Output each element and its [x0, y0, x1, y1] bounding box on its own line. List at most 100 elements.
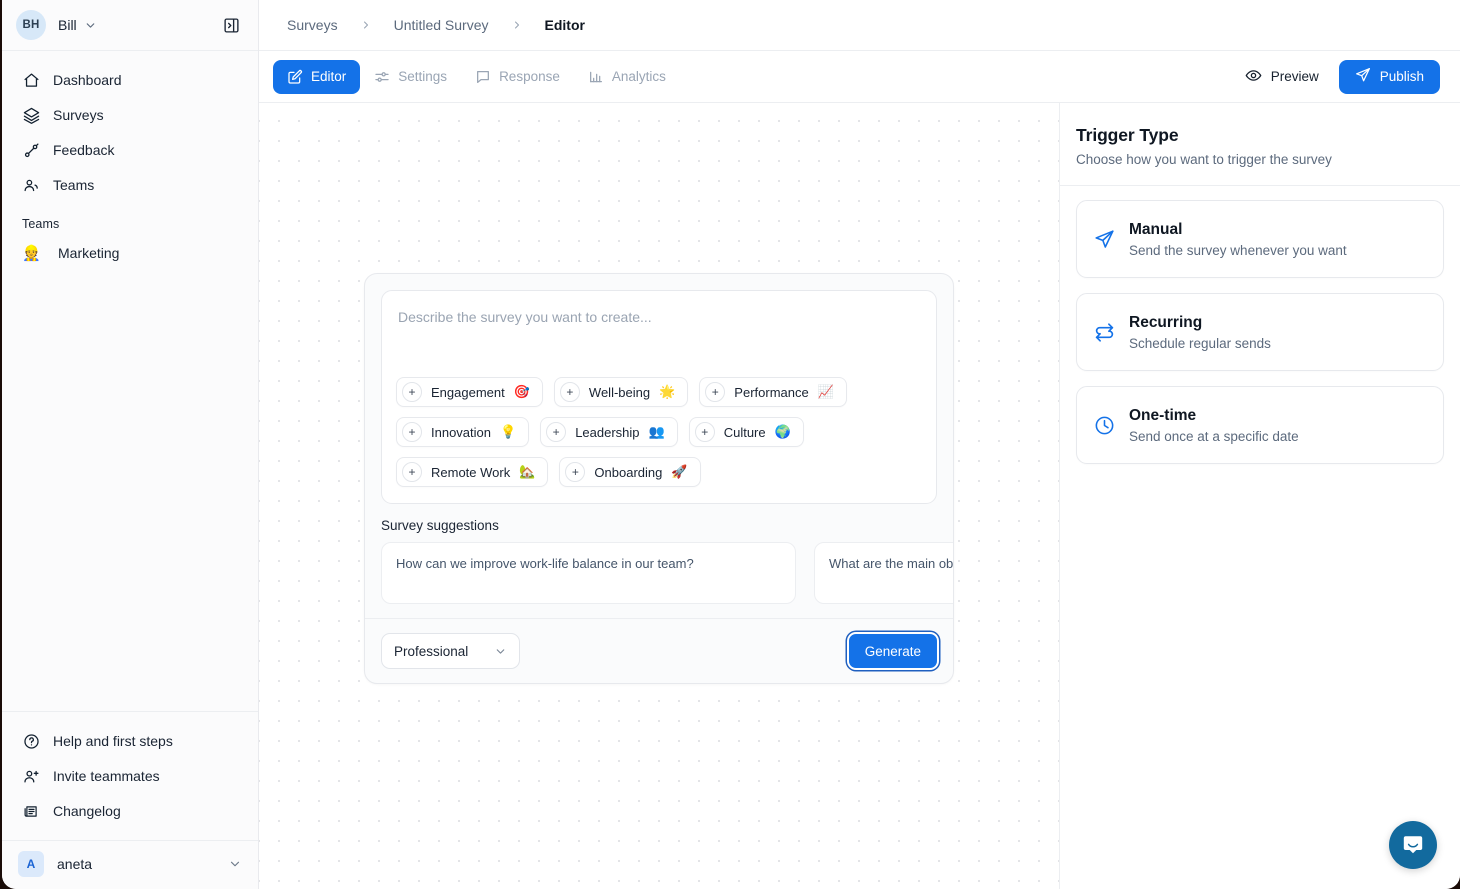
preview-button[interactable]: Preview — [1241, 61, 1323, 93]
sliders-icon — [374, 69, 390, 85]
sidebar-team-label: Marketing — [58, 245, 120, 261]
generate-button[interactable]: Generate — [848, 634, 937, 668]
eye-icon — [1245, 67, 1262, 87]
suggestion-card[interactable]: How can we improve work-life balance in … — [381, 542, 796, 604]
trigger-option-desc: Send the survey whenever you want — [1129, 242, 1347, 258]
sidebar-item-label: Feedback — [53, 142, 115, 158]
sidebar-item-dashboard[interactable]: Dashboard — [12, 63, 248, 97]
user-plus-icon — [22, 767, 40, 785]
chip-label: Remote Work — [431, 464, 511, 480]
sidebar-item-label: Invite teammates — [53, 768, 160, 784]
sidebar-nav: Dashboard Surveys Feedback Teams — [2, 51, 258, 711]
chevron-down-icon[interactable] — [228, 857, 242, 871]
preview-label: Preview — [1270, 69, 1319, 84]
trigger-option-one-time[interactable]: One-time Send once at a specific date — [1076, 386, 1444, 464]
sidebar-footer: Help and first steps Invite teammates Ch… — [2, 711, 258, 889]
trigger-option-desc: Send once at a specific date — [1129, 428, 1299, 444]
topic-chip-onboarding[interactable]: + Onboarding 🚀 — [559, 457, 701, 487]
chat-bubble-icon[interactable] — [1389, 821, 1437, 869]
sidebar-item-label: Teams — [53, 177, 95, 193]
breadcrumb-item-survey[interactable]: Untitled Survey — [393, 17, 489, 33]
trigger-option-name: Manual — [1129, 220, 1183, 238]
trigger-panel-header: Trigger Type Choose how you want to trig… — [1060, 103, 1460, 186]
suggestions-row[interactable]: How can we improve work-life balance in … — [381, 542, 953, 604]
send-icon — [1093, 229, 1115, 250]
tab-label: Response — [499, 69, 560, 84]
trigger-type-panel: Trigger Type Choose how you want to trig… — [1060, 103, 1460, 889]
plus-icon: + — [694, 422, 715, 442]
house-emoji-icon: 🏡 — [519, 464, 536, 479]
sidebar-item-feedback[interactable]: Feedback — [12, 133, 248, 167]
topic-chip-well-being[interactable]: + Well-being 🌟 — [553, 377, 689, 407]
topic-chip-remote-work[interactable]: + Remote Work 🏡 — [396, 457, 549, 487]
topic-chip-engagement[interactable]: + Engagement 🎯 — [396, 377, 543, 407]
star-emoji-icon: 🌟 — [659, 384, 676, 399]
breadcrumb: Surveys Untitled Survey Editor — [259, 0, 1460, 51]
chevron-right-icon — [511, 19, 523, 31]
tab-bar: Editor Settings Response Analytics — [259, 51, 1460, 103]
changelog-icon — [22, 802, 40, 820]
tone-select[interactable]: Professional — [381, 633, 521, 669]
chevron-right-icon — [360, 19, 372, 31]
tab-analytics[interactable]: Analytics — [574, 60, 680, 94]
sidebar-header: BH Bill — [2, 0, 258, 51]
trigger-option-name: One-time — [1129, 406, 1197, 424]
trigger-option-manual[interactable]: Manual Send the survey whenever you want — [1076, 200, 1444, 278]
suggestions-title: Survey suggestions — [381, 518, 499, 533]
sidebar-item-invite[interactable]: Invite teammates — [12, 759, 248, 793]
plus-icon: + — [402, 422, 422, 442]
tab-editor[interactable]: Editor — [273, 59, 361, 94]
trigger-panel-subtitle: Choose how you want to trigger the surve… — [1076, 152, 1332, 167]
people-emoji-icon: 👥 — [648, 424, 665, 439]
trigger-option-recurring[interactable]: Recurring Schedule regular sends — [1076, 293, 1444, 371]
org-avatar: BH — [16, 10, 46, 40]
plus-icon: + — [402, 382, 422, 402]
publish-button[interactable]: Publish — [1338, 59, 1440, 94]
topic-chip-innovation[interactable]: + Innovation 💡 — [396, 417, 530, 447]
chip-label: Onboarding — [594, 464, 663, 480]
plus-icon: + — [402, 462, 422, 482]
topic-chip-leadership[interactable]: + Leadership 👥 — [540, 417, 678, 447]
sidebar-item-surveys[interactable]: Surveys — [12, 98, 248, 132]
sidebar-item-label: Changelog — [53, 803, 121, 819]
breadcrumb-item-surveys[interactable]: Surveys — [287, 17, 338, 33]
chip-label: Performance — [734, 384, 809, 400]
body-area: Describe the survey you want to create..… — [259, 103, 1460, 889]
users-icon — [22, 176, 40, 194]
trigger-option-desc: Schedule regular sends — [1129, 335, 1271, 351]
construction-worker-emoji-icon: 👷 — [22, 245, 41, 262]
globe-emoji-icon: 🌍 — [774, 424, 791, 439]
org-name[interactable]: Bill — [58, 17, 77, 33]
avatar: A — [18, 851, 44, 877]
suggestion-card[interactable]: What are the main ob — [814, 542, 953, 604]
tab-label: Editor — [311, 69, 347, 84]
generator-footer: Professional Generate — [365, 618, 953, 683]
rocket-emoji-icon: 🚀 — [671, 464, 688, 479]
sidebar-team-marketing[interactable]: 👷 Marketing — [12, 237, 248, 269]
sidebar: BH Bill Dashboard Surveys — [2, 0, 259, 889]
sidebar-item-help[interactable]: Help and first steps — [12, 724, 248, 758]
sidebar-item-changelog[interactable]: Changelog — [12, 794, 248, 828]
sidebar-item-label: Dashboard — [53, 72, 122, 88]
prompt-input[interactable]: Describe the survey you want to create..… — [398, 309, 652, 325]
tab-response[interactable]: Response — [461, 60, 574, 94]
editor-canvas[interactable]: Describe the survey you want to create..… — [259, 103, 1060, 889]
main-area: Surveys Untitled Survey Editor Editor — [259, 0, 1460, 889]
chevron-down-icon[interactable] — [84, 19, 97, 32]
prompt-box[interactable]: Describe the survey you want to create..… — [381, 290, 937, 504]
teams-section-title: Teams — [22, 217, 60, 231]
trigger-options-list: Manual Send the survey whenever you want… — [1060, 186, 1460, 478]
message-icon — [475, 69, 491, 85]
plus-icon: + — [559, 382, 580, 402]
sidebar-user[interactable]: A aneta — [2, 840, 258, 889]
topic-chip-performance[interactable]: + Performance 📈 — [699, 377, 847, 407]
panel-collapse-icon[interactable] — [216, 10, 246, 40]
plus-icon: + — [546, 422, 567, 442]
plus-icon: + — [565, 462, 586, 482]
topic-chip-culture[interactable]: + Culture 🌍 — [688, 417, 804, 447]
breadcrumb-item-editor: Editor — [544, 17, 585, 33]
publish-label: Publish — [1379, 69, 1424, 84]
tab-settings[interactable]: Settings — [360, 60, 461, 94]
sidebar-item-teams[interactable]: Teams — [12, 168, 248, 202]
